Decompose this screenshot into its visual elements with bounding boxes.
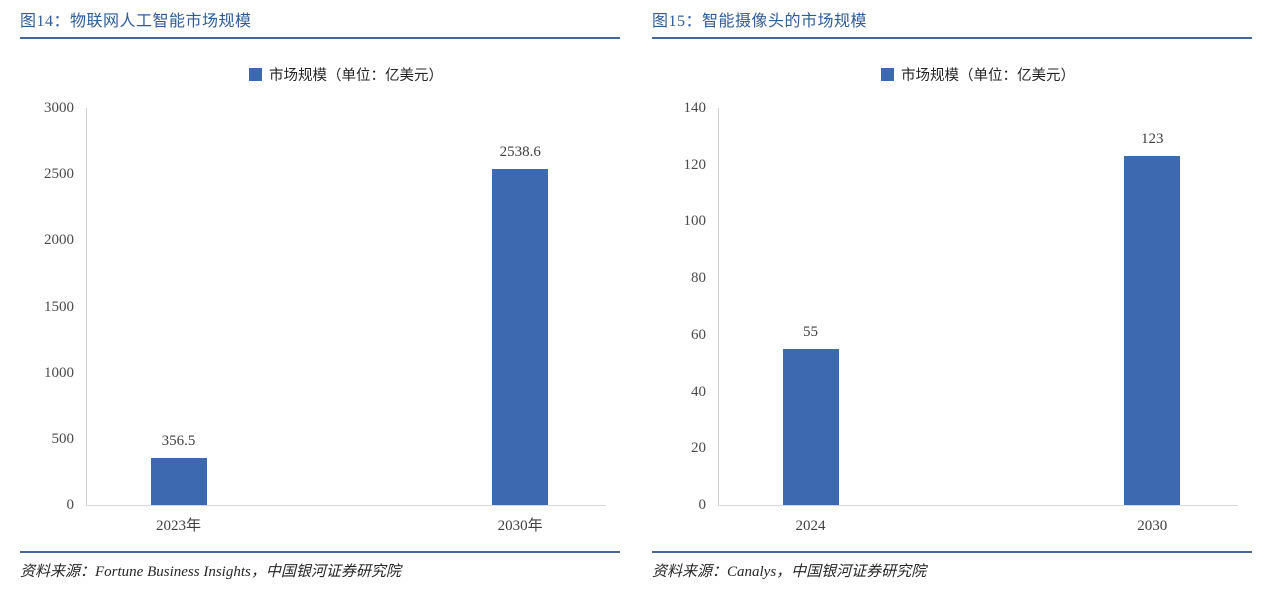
chart-bar: [782, 349, 839, 505]
x-axis-category-label: 2030: [1137, 518, 1168, 534]
figure-bottom-rule: [20, 551, 620, 553]
chart-bar: [1124, 156, 1181, 505]
source-note: 资料来源：Fortune Business Insights，中国银河证券研究院: [20, 564, 401, 580]
bar-value-label: 356.5: [161, 433, 196, 449]
y-axis-tick-label: 0: [698, 497, 707, 513]
legend-label: 市场规模（单位：亿美元）: [269, 67, 443, 84]
y-axis-tick-label: 2500: [44, 166, 74, 183]
y-axis-tick-label: 1500: [44, 298, 74, 315]
x-axis-line: [86, 505, 606, 506]
y-axis-tick-label: 40: [691, 383, 706, 400]
y-axis-tick-label: 3000: [44, 100, 74, 116]
x-axis-category-label: 2030年: [497, 518, 543, 534]
figure-title: 图15：智能摄像头的市场规模: [652, 13, 868, 30]
y-axis-tick-label: 60: [691, 326, 706, 343]
legend-swatch-icon: [881, 67, 894, 81]
chart-bar: [150, 458, 207, 505]
y-axis-tick-label: 0: [66, 497, 75, 513]
y-axis-tick-label: 100: [683, 213, 707, 230]
y-axis-tick-label: 20: [691, 440, 706, 457]
y-axis-tick-label: 80: [691, 270, 706, 287]
y-axis-tick-label: 2000: [44, 232, 74, 249]
y-axis-tick-label: 500: [51, 430, 75, 447]
y-axis-tick-label: 1000: [44, 364, 74, 381]
title-underline: [652, 37, 1252, 39]
x-axis-category-label: 2024: [795, 518, 826, 534]
chart-legend: 市场规模（单位：亿美元）: [86, 64, 606, 84]
source-note: 资料来源：Canalys，中国银河证券研究院: [652, 564, 927, 580]
chart-legend: 市场规模（单位：亿美元）: [718, 64, 1238, 84]
figure-panel-15: 图15：智能摄像头的市场规模 市场规模（单位：亿美元） 0 20 40 60 80 100…: [652, 0, 1252, 592]
figure-panel-14: 图14：物联网人工智能市场规模 市场规模（单位：亿美元） 0 500 1000 150…: [20, 0, 620, 592]
x-axis-category-label: 2023年: [156, 518, 202, 534]
title-underline: [20, 37, 620, 39]
y-axis-line: [86, 108, 87, 505]
figure-title: 图14：物联网人工智能市场规模: [20, 13, 252, 30]
y-axis-tick-label: 140: [683, 100, 707, 116]
bar-value-label: 123: [1140, 131, 1164, 147]
legend-swatch-icon: [249, 67, 262, 81]
bar-value-label: 2538.6: [499, 144, 541, 160]
figure-bottom-rule: [652, 551, 1252, 553]
x-axis-line: [718, 505, 1238, 506]
bar-chart: 0 500 1000 1500 2000 2500 3000 356.5 2023年 2538.6…: [20, 0, 620, 592]
bar-chart: 0 20 40 60 80 100 120 140 55 2024 123 2030: [652, 0, 1252, 592]
y-axis-tick-label: 120: [683, 156, 707, 173]
y-axis-line: [718, 108, 719, 505]
bar-value-label: 55: [803, 324, 819, 340]
legend-label: 市场规模（单位：亿美元）: [901, 67, 1075, 84]
chart-bar: [492, 169, 549, 505]
